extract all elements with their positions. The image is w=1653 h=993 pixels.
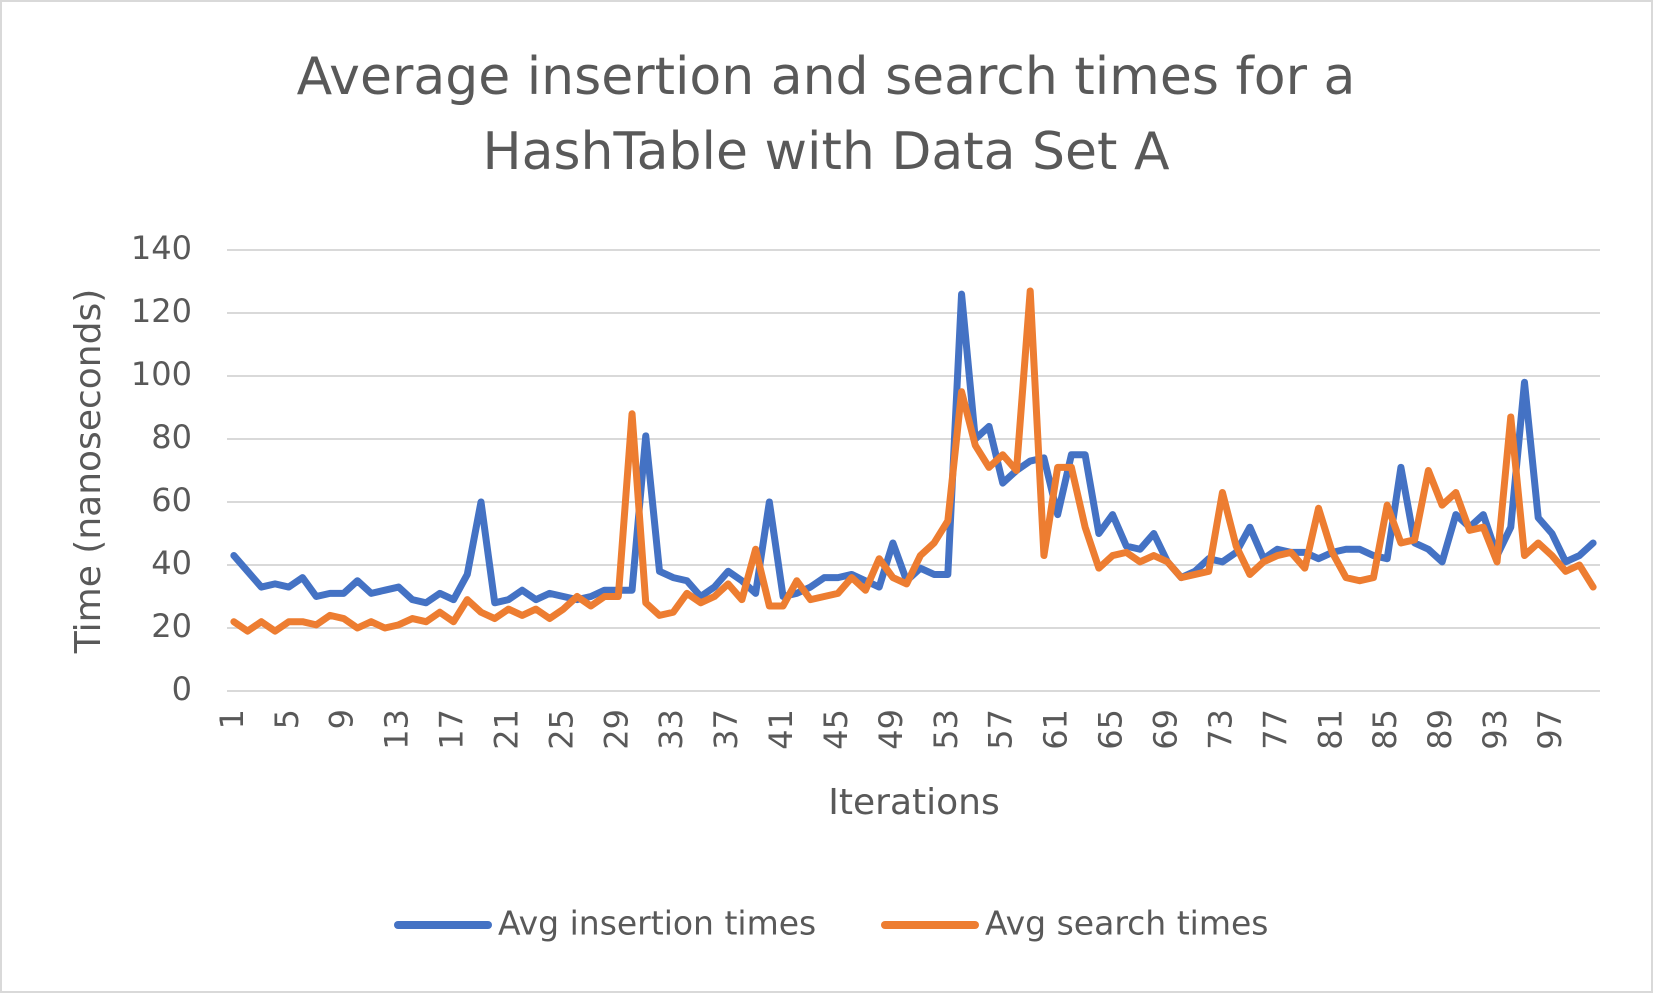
x-tick-label: 5 [268,709,306,729]
y-axis-title: Time (nanoseconds) [68,289,109,655]
x-tick-label: 13 [378,709,416,750]
y-tick-label: 0 [172,670,192,708]
x-tick-label: 53 [927,709,965,750]
x-tick-label: 77 [1256,709,1294,750]
data-line [230,287,1597,635]
x-axis-title: Iterations [828,782,999,823]
legend-label: Avg search times [985,904,1268,943]
x-tick-label: 97 [1531,709,1569,750]
x-tick-label: 21 [487,709,525,750]
x-tick-label: 17 [433,709,471,750]
y-tick-label: 100 [131,355,192,393]
y-tick-label: 120 [131,292,192,330]
y-tick-label: 40 [151,544,192,582]
x-tick-label: 49 [872,709,910,750]
x-tick-label: 73 [1201,709,1239,750]
x-tick-label: 25 [542,709,580,750]
x-tick-label: 29 [597,709,635,750]
x-tick-label: 37 [707,709,745,750]
x-tick-label: 9 [323,709,361,729]
x-tick-label: 41 [762,709,800,750]
x-tick-label: 33 [652,709,690,750]
legend-label: Avg insertion times [498,904,816,943]
x-tick-label: 69 [1147,709,1185,750]
chart-title: HashTable with Data Set A [482,122,1169,182]
y-tick-label: 80 [151,418,192,456]
y-tick-label: 60 [151,481,192,519]
x-tick-label: 85 [1366,709,1404,750]
x-tick-label: 89 [1421,709,1459,750]
x-tick-label: 45 [817,709,855,750]
y-tick-label: 20 [151,607,192,645]
x-tick-label: 57 [982,709,1020,750]
x-tick-label: 93 [1476,709,1514,750]
x-tick-label: 81 [1311,709,1349,750]
x-tick-label: 65 [1092,709,1130,750]
x-tick-label: 1 [213,709,251,729]
chart-title: Average insertion and search times for a [297,47,1356,107]
y-tick-label: 140 [131,229,192,267]
x-tick-label: 61 [1037,709,1075,750]
